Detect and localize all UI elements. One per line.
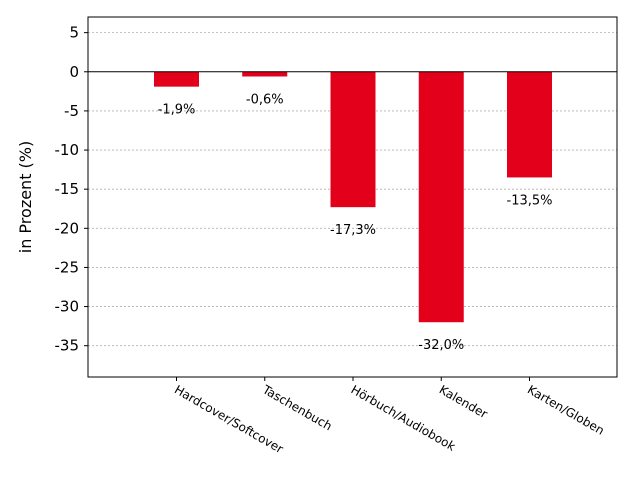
data-label: -32,0%: [418, 338, 464, 353]
y-axis-ticks: 5 0 -5 -10 -15 -20 -25 -30 -35: [55, 24, 88, 355]
bar: [330, 71, 376, 208]
x-tick-label: Karten/Globen: [525, 382, 607, 437]
y-tick-label: -30: [55, 298, 80, 316]
bar: [154, 71, 199, 87]
y-tick-label: -10: [55, 141, 80, 159]
data-labels: -1,9% -0,6% -17,3% -32,0% -13,5%: [158, 92, 553, 353]
y-tick-label: 5: [69, 24, 79, 42]
data-label: -0,6%: [246, 92, 284, 107]
y-tick-label: -5: [64, 102, 79, 120]
y-axis-label: in Prozent (%): [16, 141, 35, 253]
x-tick-label: Taschenbuch: [259, 382, 334, 433]
y-tick-label: -15: [55, 180, 80, 198]
x-tick-label: Kalender: [437, 382, 490, 421]
bar: [507, 71, 552, 178]
data-label: -1,9%: [158, 103, 196, 118]
data-label: -17,3%: [330, 223, 376, 238]
bar: [418, 71, 464, 323]
y-tick-label: -35: [55, 337, 80, 355]
y-tick-label: -20: [55, 219, 80, 237]
y-tick-label: 0: [69, 63, 79, 81]
y-tick-label: -25: [55, 258, 80, 276]
bar: [242, 71, 288, 77]
bars: [154, 71, 552, 323]
data-label: -13,5%: [507, 193, 553, 208]
